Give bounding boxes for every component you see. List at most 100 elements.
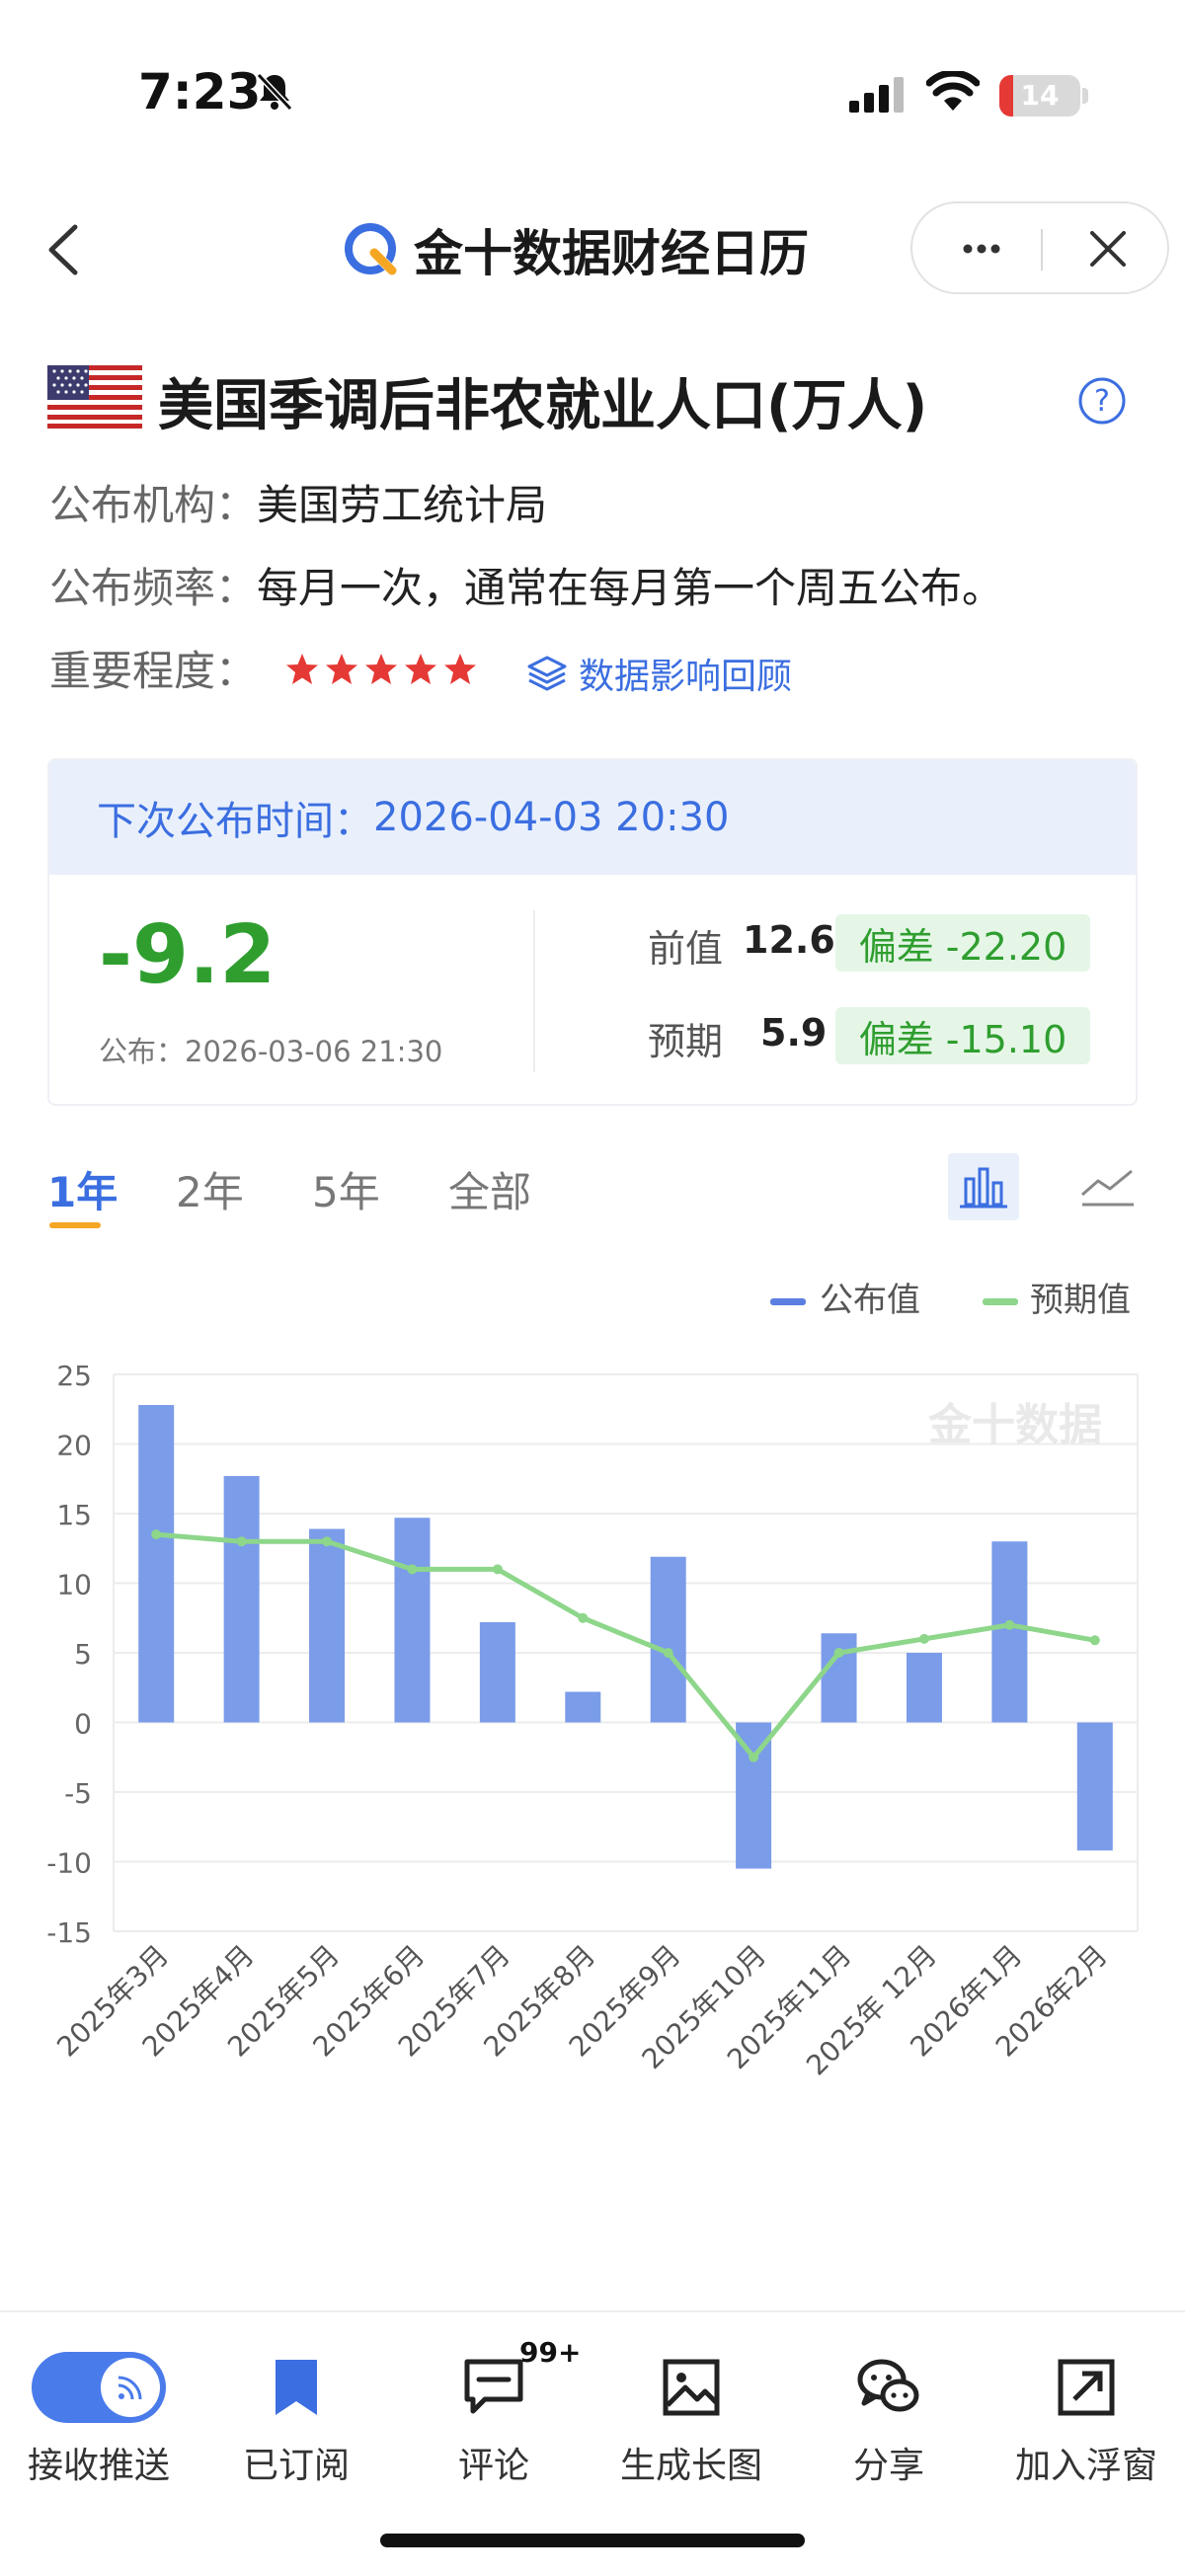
star-icon [405,654,436,684]
battery-level: 14 [1020,79,1060,112]
bookmark-icon [276,2360,317,2415]
forecast-point[interactable] [749,1752,759,1762]
rss-icon [118,2376,142,2400]
forecast-point[interactable] [492,1564,503,1575]
share-label: 分享 [852,2446,924,2486]
bell-muted-icon [256,72,293,112]
publisher-label: 公布机构： [49,481,258,529]
bar[interactable] [138,1405,175,1723]
bar-chart-icon[interactable] [948,1153,1019,1220]
bar[interactable] [991,1541,1028,1723]
publisher-row: 公布机构：美国劳工统计局 [49,472,547,532]
indicator-title: 美国季调后非农就业人口(万人) [158,374,928,438]
forecast-point[interactable] [322,1536,333,1547]
status-time: 7:23 [138,63,262,120]
y-tick-label: 10 [56,1569,92,1601]
help-icon[interactable]: ? [1076,375,1128,427]
long-image-button[interactable]: 生成长图 [592,2342,790,2488]
chart-watermark: 金十数据 [927,1400,1102,1450]
impact-review-link[interactable]: 数据影响回顾 [525,648,792,699]
float-window-label: 加入浮窗 [1014,2446,1157,2486]
comments-label: 评论 [457,2446,529,2486]
publisher-value: 美国劳工统计局 [257,481,548,529]
tab-1y[interactable]: 1年 [47,1168,118,1216]
back-icon[interactable] [40,215,89,284]
more-icon[interactable] [952,221,1011,276]
previous-deviation: 偏差 -22.20 [835,914,1090,972]
next-release-label: 下次公布时间： [97,799,373,844]
tab-2y[interactable]: 2年 [176,1168,244,1216]
bar[interactable] [1076,1722,1113,1851]
frequency-label: 公布频率： [49,564,258,612]
share-button[interactable]: 分享 [790,2342,988,2488]
forecast-point[interactable] [236,1536,247,1547]
release-card: 下次公布时间： 2026-04-03 20:30 -9.2 公布：2026-03-… [47,758,1138,1106]
frequency-row: 公布频率：每月一次，通常在每月第一个周五公布。 [49,555,1003,615]
forecast-point[interactable] [578,1612,589,1623]
chart-legend: 公布值 预期值 [770,1281,1131,1320]
impact-review-label: 数据影响回顾 [579,657,793,697]
star-icon [326,654,357,684]
comments-badge: 99+ [519,2336,582,2369]
comment-icon [464,2359,523,2414]
wifi-icon [926,71,980,111]
subscribed-button[interactable]: 已订阅 [198,2342,395,2488]
forecast-point[interactable] [1004,1619,1015,1630]
forecast-deviation: 偏差 -15.10 [835,1007,1090,1064]
y-tick-label: 20 [56,1430,92,1462]
forecast-point[interactable] [833,1648,844,1658]
nav-title-area: 金十数据财经日历 [341,215,809,284]
page-title: 金十数据财经日历 [414,225,809,282]
close-icon[interactable] [1080,221,1136,276]
star-icon [444,654,476,684]
bar[interactable] [309,1528,346,1723]
active-tab-indicator [49,1222,101,1228]
forecast-point[interactable] [663,1648,673,1658]
push-toggle[interactable] [32,2352,166,2423]
comments-button[interactable]: 99+ 评论 [395,2336,592,2488]
star-icon [286,654,318,684]
forecast-point[interactable] [151,1529,162,1540]
next-release-bar: 下次公布时间： 2026-04-03 20:30 [49,760,1136,875]
y-tick-label: -5 [64,1777,92,1810]
bar[interactable] [821,1633,857,1723]
tab-5y[interactable]: 5年 [312,1168,380,1216]
importance-label: 重要程度： [49,647,258,695]
bar[interactable] [565,1691,601,1723]
push-toggle-item[interactable]: 接收推送 [0,2342,198,2488]
subscribed-label: 已订阅 [242,2446,350,2486]
published-label: 公布： [99,1035,186,1068]
bar[interactable] [223,1475,260,1723]
bar[interactable] [650,1556,686,1723]
forecast-point[interactable] [407,1564,418,1575]
bar[interactable] [479,1621,515,1723]
legend-series-0: 公布值 [820,1281,920,1320]
y-tick-label: 15 [56,1499,92,1531]
layers-icon [527,656,567,691]
forecast-value: 5.9 [760,1011,828,1054]
legend-series-1: 预期值 [1030,1281,1131,1320]
float-window-icon [1058,2359,1115,2416]
previous-label: 前值 [648,927,724,971]
float-window-button[interactable]: 加入浮窗 [988,2342,1185,2488]
forecast-point[interactable] [1089,1635,1100,1646]
y-tick-label: -10 [46,1847,92,1880]
bar[interactable] [394,1518,431,1723]
line-chart-icon[interactable] [1072,1153,1144,1220]
long-image-label: 生成长图 [619,2446,762,2486]
mini-program-capsule [910,201,1169,294]
svg-text:?: ? [1094,384,1110,419]
forecast-point[interactable] [918,1633,929,1644]
us-flag-icon [47,365,142,429]
forecast-line [156,1531,1096,1760]
star-icon [365,654,397,684]
published-time-row: 公布：2026-03-06 21:30 [99,1029,442,1070]
published-time: 2026-03-06 21:30 [185,1035,443,1068]
y-tick-label: 5 [74,1638,92,1671]
jin10-logo-icon [345,223,397,275]
y-tick-label: 0 [74,1708,92,1741]
bar[interactable] [906,1653,942,1723]
tab-all[interactable]: 全部 [448,1168,532,1216]
bar[interactable] [736,1722,772,1869]
